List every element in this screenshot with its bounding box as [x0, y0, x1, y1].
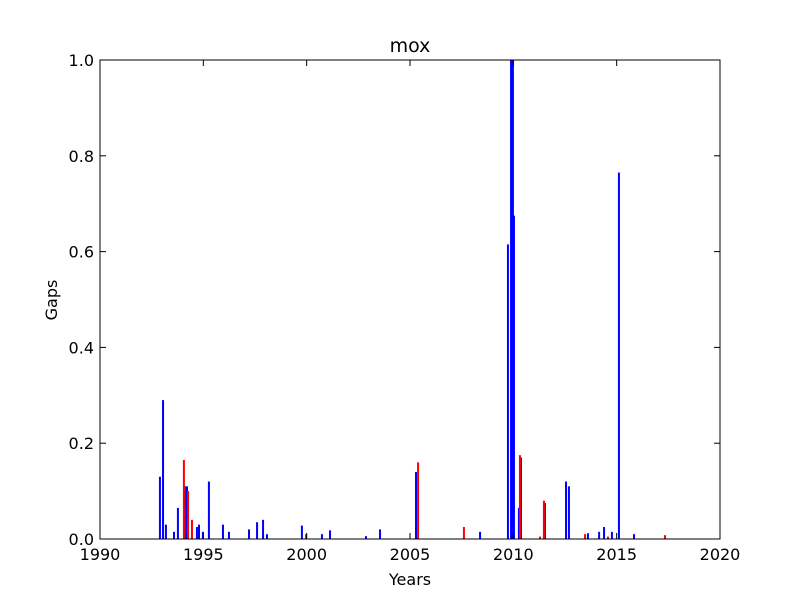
bar: [479, 531, 482, 539]
bar: [542, 500, 545, 539]
bar: [364, 536, 367, 539]
bar: [538, 536, 541, 539]
y-tick-label: 0.2: [69, 434, 94, 453]
bar: [584, 534, 587, 539]
bar: [510, 60, 513, 539]
bar: [518, 455, 521, 539]
y-tick-label: 0.8: [69, 147, 94, 166]
chart-title: mox: [390, 35, 431, 57]
bar: [176, 507, 179, 539]
bar: [462, 527, 465, 539]
bar: [512, 215, 515, 540]
bar: [305, 534, 308, 539]
bar: [195, 527, 198, 539]
bar: [221, 524, 224, 539]
bar: [565, 481, 568, 539]
bar: [567, 486, 570, 539]
bar: [183, 486, 186, 539]
bar: [543, 503, 546, 539]
bar: [506, 244, 509, 540]
bar: [519, 457, 522, 539]
bar: [617, 172, 620, 539]
bar: [227, 531, 230, 539]
bar: [300, 525, 303, 539]
bar: [186, 486, 189, 539]
bar: [320, 534, 323, 539]
bar: [207, 481, 210, 539]
x-tick-label: 1995: [183, 545, 224, 564]
x-tick-label: 2005: [390, 545, 431, 564]
bar: [598, 531, 601, 539]
y-tick-label: 1.0: [69, 51, 94, 70]
plot-frame: [99, 59, 721, 540]
bar: [517, 507, 520, 539]
bar: [172, 531, 175, 539]
bar: [164, 524, 167, 539]
bar: [197, 524, 200, 539]
y-axis-label: Gaps: [42, 280, 61, 321]
x-tick-label: 2020: [700, 545, 741, 564]
bar: [586, 533, 589, 539]
bar: [610, 531, 613, 539]
x-tick-label: 2000: [286, 545, 327, 564]
bar: [379, 529, 382, 539]
x-axis-label: Years: [388, 570, 431, 589]
bar: [256, 522, 259, 539]
bar: [511, 60, 514, 539]
bar: [606, 536, 609, 539]
bar: [664, 535, 667, 539]
bar: [182, 459, 185, 539]
bar: [262, 519, 265, 539]
bar: [158, 476, 161, 539]
bar: [414, 471, 417, 539]
x-tick-label: 2010: [493, 545, 534, 564]
bar: [417, 462, 420, 539]
y-tick-label: 0.6: [69, 243, 94, 262]
bar: [187, 491, 190, 539]
bar: [329, 530, 332, 539]
x-tick-label: 1990: [80, 545, 121, 564]
bar: [265, 534, 268, 539]
y-tick-label: 0.4: [69, 338, 94, 357]
bar: [633, 534, 636, 539]
x-tick-label: 2015: [596, 545, 637, 564]
bar: [162, 400, 165, 539]
y-tick-label: 0.0: [69, 530, 94, 549]
bar: [603, 527, 606, 539]
bar: [248, 529, 251, 539]
bar: [190, 519, 193, 539]
